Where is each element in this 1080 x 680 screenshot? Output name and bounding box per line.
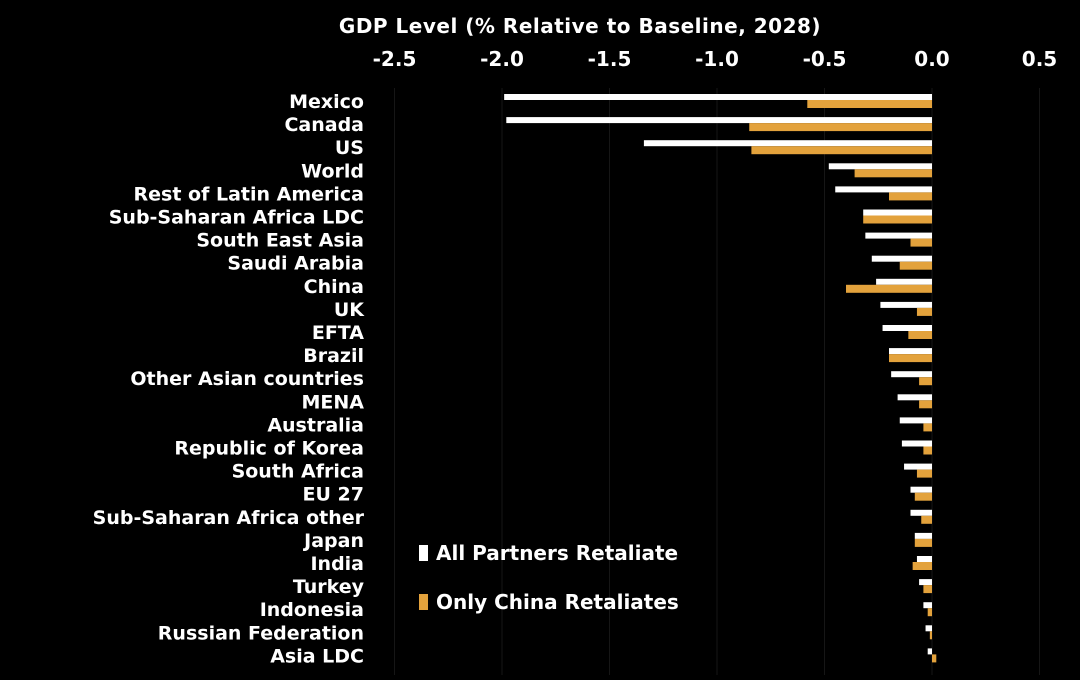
- bar-all-partners: [871, 255, 932, 262]
- bar-only-china: [923, 446, 932, 455]
- bar-all-partners: [901, 440, 932, 447]
- category-label: Rest of Latin America: [134, 183, 364, 205]
- x-tick-label: -1.0: [695, 47, 739, 71]
- bar-only-china: [919, 377, 932, 386]
- x-axis-ticks: -2.5 -2.0 -1.5 -1.0 -0.5 0.0 0.5: [373, 47, 1058, 71]
- bar-all-partners: [504, 94, 932, 100]
- bar-all-partners: [889, 348, 932, 355]
- bar-only-china: [807, 100, 932, 108]
- bar-only-china: [921, 515, 932, 524]
- legend-label-only-china: Only China Retaliates: [436, 590, 679, 614]
- bar-only-china: [923, 585, 932, 594]
- category-label: Russian Federation: [158, 622, 364, 644]
- bar-all-partners: [506, 117, 932, 124]
- legend: All Partners Retaliate Only China Retali…: [419, 541, 679, 614]
- x-tick-label: 0.0: [914, 47, 949, 71]
- category-label: Other Asian countries: [130, 368, 364, 390]
- bar-all-partners: [643, 140, 932, 147]
- x-tick-label: -0.5: [803, 47, 847, 71]
- x-tick-label: -2.0: [480, 47, 524, 71]
- bar-all-partners: [880, 301, 932, 308]
- category-label: MENA: [302, 391, 365, 413]
- category-label: Republic of Korea: [174, 438, 364, 460]
- bar-all-partners: [899, 417, 932, 424]
- bar-only-china: [846, 284, 932, 293]
- bar-all-partners: [910, 486, 932, 493]
- category-label: Japan: [302, 530, 364, 552]
- bars: [504, 94, 937, 663]
- bar-all-partners: [891, 371, 932, 378]
- bar-only-china: [932, 654, 937, 663]
- bar-all-partners: [828, 163, 932, 170]
- bar-only-china: [863, 215, 932, 224]
- bar-only-china: [910, 238, 932, 247]
- bar-only-china: [889, 354, 932, 363]
- legend-swatch-all-partners: [419, 545, 428, 561]
- category-label: Australia: [267, 414, 364, 436]
- bar-all-partners: [876, 278, 932, 285]
- chart-title: GDP Level (% Relative to Baseline, 2028): [338, 14, 822, 38]
- category-label: South Africa: [232, 461, 364, 483]
- category-label: Canada: [284, 114, 364, 136]
- bar-only-china: [929, 631, 932, 640]
- x-tick-label: -2.5: [373, 47, 417, 71]
- bar-only-china: [916, 307, 932, 316]
- bar-only-china: [912, 562, 932, 570]
- category-label: India: [310, 553, 364, 575]
- bar-only-china: [889, 192, 932, 201]
- category-label: Brazil: [303, 345, 364, 367]
- category-label: Sub-Saharan Africa LDC: [109, 207, 364, 229]
- bar-all-partners: [914, 532, 932, 539]
- category-label: UK: [334, 299, 365, 321]
- category-label: Asia LDC: [270, 645, 364, 667]
- bar-all-partners: [882, 325, 932, 331]
- bar-only-china: [908, 331, 932, 339]
- legend-swatch-only-china: [419, 594, 428, 610]
- category-label: Mexico: [289, 91, 364, 113]
- bar-all-partners: [865, 232, 932, 239]
- bar-all-partners: [897, 394, 932, 401]
- bar-only-china: [854, 169, 932, 178]
- bar-only-china: [919, 400, 932, 409]
- category-label: EU 27: [303, 484, 364, 506]
- category-label: EFTA: [312, 322, 364, 344]
- bar-all-partners: [927, 648, 932, 655]
- bar-all-partners: [910, 509, 932, 516]
- bar-all-partners: [916, 556, 932, 562]
- category-label: China: [304, 276, 364, 298]
- bar-all-partners: [919, 579, 932, 586]
- category-label: Indonesia: [260, 599, 364, 621]
- bar-only-china: [749, 123, 932, 132]
- category-label: World: [301, 160, 364, 182]
- gridlines: [394, 88, 1040, 675]
- category-label: Turkey: [293, 576, 365, 598]
- legend-label-all-partners: All Partners Retaliate: [436, 541, 678, 565]
- bar-all-partners: [904, 463, 932, 470]
- bar-only-china: [916, 469, 932, 478]
- bar-all-partners: [925, 625, 932, 632]
- category-label: US: [335, 137, 364, 159]
- bar-only-china: [927, 608, 932, 617]
- bar-all-partners: [923, 602, 932, 609]
- bar-only-china: [923, 423, 932, 432]
- bar-only-china: [899, 261, 932, 270]
- bar-only-china: [914, 538, 932, 547]
- category-label: Saudi Arabia: [227, 253, 364, 275]
- category-label: South East Asia: [196, 230, 364, 252]
- bar-all-partners: [863, 209, 932, 216]
- bar-only-china: [751, 146, 932, 155]
- category-label: Sub-Saharan Africa other: [93, 507, 365, 529]
- x-tick-label: 0.5: [1022, 47, 1057, 71]
- x-tick-label: -1.5: [588, 47, 632, 71]
- bar-all-partners: [835, 186, 932, 193]
- bar-only-china: [914, 492, 932, 501]
